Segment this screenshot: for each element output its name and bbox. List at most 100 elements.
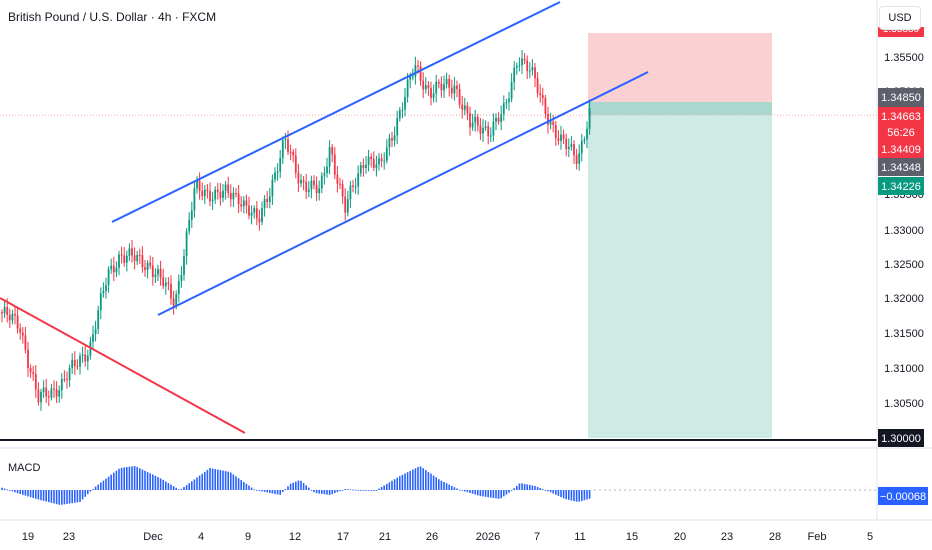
macd-bar <box>165 481 167 490</box>
candle-body <box>336 174 339 184</box>
candle-body <box>167 282 170 284</box>
candle-body <box>71 359 74 369</box>
candle-body <box>86 355 89 362</box>
candle-body <box>487 126 490 136</box>
candle-body <box>437 81 440 84</box>
macd-bar <box>81 490 84 500</box>
candle-body <box>432 93 435 98</box>
macd-bar <box>188 483 190 490</box>
macd-value-tag[interactable]: −0.00068 <box>878 487 928 505</box>
candle-body <box>281 140 284 158</box>
price-tag[interactable]: 1.34663 56:26 <box>878 107 924 143</box>
candle-body <box>326 166 328 174</box>
price-tag-label: 1.30000 <box>881 433 921 445</box>
macd-bar <box>289 483 292 490</box>
macd-bar <box>250 487 253 490</box>
candle-body <box>570 144 573 147</box>
macd-bar <box>414 468 417 490</box>
macd-bar <box>456 488 458 490</box>
price-tag[interactable]: 1.30000 <box>878 429 924 447</box>
price-tag[interactable]: 1.34226 <box>878 177 924 195</box>
macd-bar <box>300 480 302 490</box>
candle-body <box>47 396 50 398</box>
candle-body <box>310 180 313 190</box>
macd-bar <box>217 469 219 490</box>
price-tag-bg <box>878 107 924 143</box>
macd-bar <box>261 490 263 492</box>
candle-body <box>474 116 477 123</box>
candle-body <box>547 113 549 125</box>
candle-body <box>583 139 586 141</box>
candle-body <box>513 67 516 83</box>
macd-bar <box>256 490 258 491</box>
candle-body <box>510 82 513 99</box>
macd-bar <box>27 490 29 497</box>
macd-bar <box>581 490 583 501</box>
macd-bar <box>196 477 198 490</box>
macd-bar <box>162 479 164 490</box>
candle-body <box>508 98 510 103</box>
macd-bar <box>248 485 250 490</box>
macd-bar <box>16 490 19 494</box>
macd-bar <box>178 489 180 491</box>
macd-bar <box>308 487 310 490</box>
candle-body <box>318 188 321 194</box>
channel-upper-line[interactable] <box>111 1 561 223</box>
macd-bar <box>107 476 110 490</box>
macd-bar <box>378 488 380 490</box>
candle-body <box>404 96 406 110</box>
macd-bar <box>578 490 580 502</box>
price-tag-label: 1.34663 <box>881 111 921 123</box>
candle-body <box>357 173 360 187</box>
candle-body <box>422 80 425 90</box>
stop-loss-zone[interactable] <box>588 33 772 102</box>
macd-bar <box>282 490 284 492</box>
macd-bar <box>349 489 352 491</box>
take-profit-zone[interactable] <box>588 102 772 438</box>
candle-body <box>521 58 523 66</box>
price-tag-bg <box>878 27 924 37</box>
candle-body <box>141 255 144 268</box>
macd-bar <box>24 490 27 496</box>
macd-bar <box>133 466 136 490</box>
macd-bar <box>588 490 591 499</box>
macd-bar <box>19 490 21 495</box>
candle-body <box>79 355 81 367</box>
macd-bar <box>586 490 588 500</box>
candle-body <box>292 151 295 156</box>
macd-bar <box>245 483 248 490</box>
macd-bar <box>6 489 8 491</box>
candle-body <box>279 157 282 172</box>
candle-body <box>352 185 354 187</box>
currency-button[interactable]: USD <box>879 6 921 30</box>
candle-body <box>73 359 76 366</box>
candle-body <box>489 135 492 137</box>
candle-body <box>154 274 157 277</box>
macd-bar <box>406 472 409 490</box>
candle-body <box>177 280 180 295</box>
time-tick-label: 20 <box>674 531 686 543</box>
price-tag[interactable]: 1.34409 <box>878 140 924 158</box>
downtrend-line[interactable] <box>0 297 246 434</box>
macd-bar <box>287 486 289 490</box>
macd-bar <box>139 468 141 490</box>
price-tag[interactable]: 1.34348 <box>878 158 924 176</box>
channel-lower-line[interactable] <box>157 71 649 316</box>
chart-title: British Pound / U.S. Dollar · 4h · FXCM <box>8 10 217 24</box>
time-tick-label: 4 <box>198 531 204 543</box>
candle-body <box>1 312 3 314</box>
candle-body <box>552 121 555 125</box>
candle-body <box>242 200 245 207</box>
macd-bar <box>74 490 76 503</box>
candle-body <box>63 378 66 380</box>
candle-body <box>274 172 276 180</box>
macd-bar <box>48 490 50 503</box>
macd-bar <box>235 476 237 490</box>
macd-bar <box>310 489 313 491</box>
macd-bar <box>513 488 515 490</box>
macd-bar <box>193 479 196 490</box>
candle-body <box>518 65 521 67</box>
price-tag[interactable]: 1.34850 <box>878 88 924 108</box>
macd-bar <box>443 482 445 490</box>
